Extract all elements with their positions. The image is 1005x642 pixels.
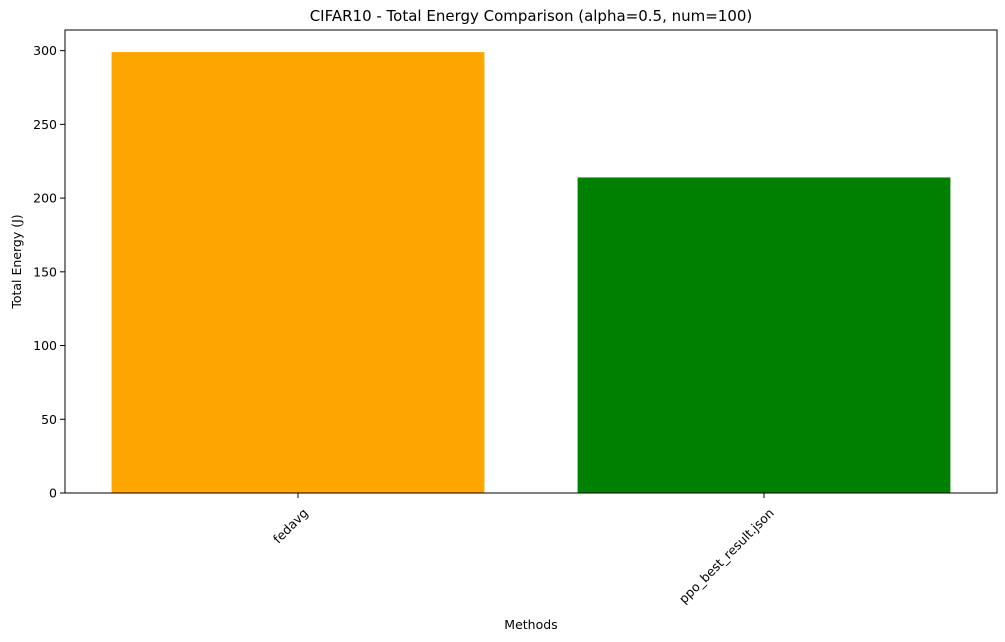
bars-group [111, 52, 951, 494]
x-tick-label: ppo_best_result.json [676, 505, 777, 606]
bar-fedavg [111, 52, 485, 494]
y-tick-label: 300 [33, 43, 57, 58]
x-axis-label: Methods [504, 617, 557, 632]
x-axis: fedavg ppo_best_result.json [270, 493, 777, 606]
y-tick-label: 200 [33, 191, 57, 206]
y-tick-label: 150 [33, 264, 57, 279]
y-tick-label: 100 [33, 338, 57, 353]
y-tick-label: 250 [33, 117, 57, 132]
y-tick-label: 50 [41, 412, 57, 427]
chart-title: CIFAR10 - Total Energy Comparison (alpha… [310, 7, 753, 25]
y-tick-label: 0 [49, 486, 57, 501]
y-axis: 0 50 100 150 200 250 300 [33, 43, 65, 501]
bar-ppo-best-result-json [577, 177, 951, 494]
x-tick-label: fedavg [270, 505, 311, 546]
plot-frame [64, 29, 998, 494]
y-axis-label: Total Energy (J) [9, 214, 24, 309]
